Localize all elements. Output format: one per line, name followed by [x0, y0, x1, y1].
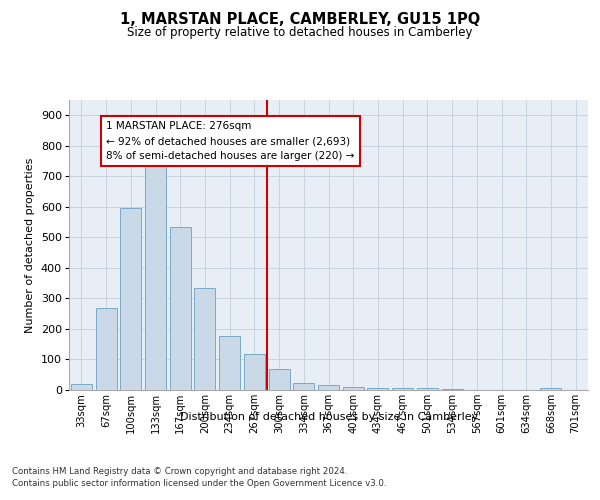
- Bar: [392, 388, 413, 390]
- Bar: [269, 369, 290, 390]
- Text: Contains HM Land Registry data © Crown copyright and database right 2024.: Contains HM Land Registry data © Crown c…: [12, 468, 347, 476]
- Bar: [318, 384, 339, 390]
- Bar: [343, 387, 364, 390]
- Text: Contains public sector information licensed under the Open Government Licence v3: Contains public sector information licen…: [12, 479, 386, 488]
- Bar: [219, 336, 240, 390]
- Text: Size of property relative to detached houses in Camberley: Size of property relative to detached ho…: [127, 26, 473, 39]
- Bar: [170, 226, 191, 390]
- Text: Distribution of detached houses by size in Camberley: Distribution of detached houses by size …: [179, 412, 478, 422]
- Bar: [293, 384, 314, 390]
- Bar: [120, 208, 141, 390]
- Text: 1, MARSTAN PLACE, CAMBERLEY, GU15 1PQ: 1, MARSTAN PLACE, CAMBERLEY, GU15 1PQ: [120, 12, 480, 28]
- Bar: [95, 308, 116, 390]
- Bar: [244, 354, 265, 390]
- Bar: [145, 166, 166, 390]
- Bar: [367, 388, 388, 390]
- Text: 1 MARSTAN PLACE: 276sqm
← 92% of detached houses are smaller (2,693)
8% of semi-: 1 MARSTAN PLACE: 276sqm ← 92% of detache…: [106, 122, 355, 161]
- Bar: [71, 384, 92, 390]
- Bar: [442, 389, 463, 390]
- Bar: [541, 388, 562, 390]
- Y-axis label: Number of detached properties: Number of detached properties: [25, 158, 35, 332]
- Bar: [417, 388, 438, 390]
- Bar: [194, 288, 215, 390]
